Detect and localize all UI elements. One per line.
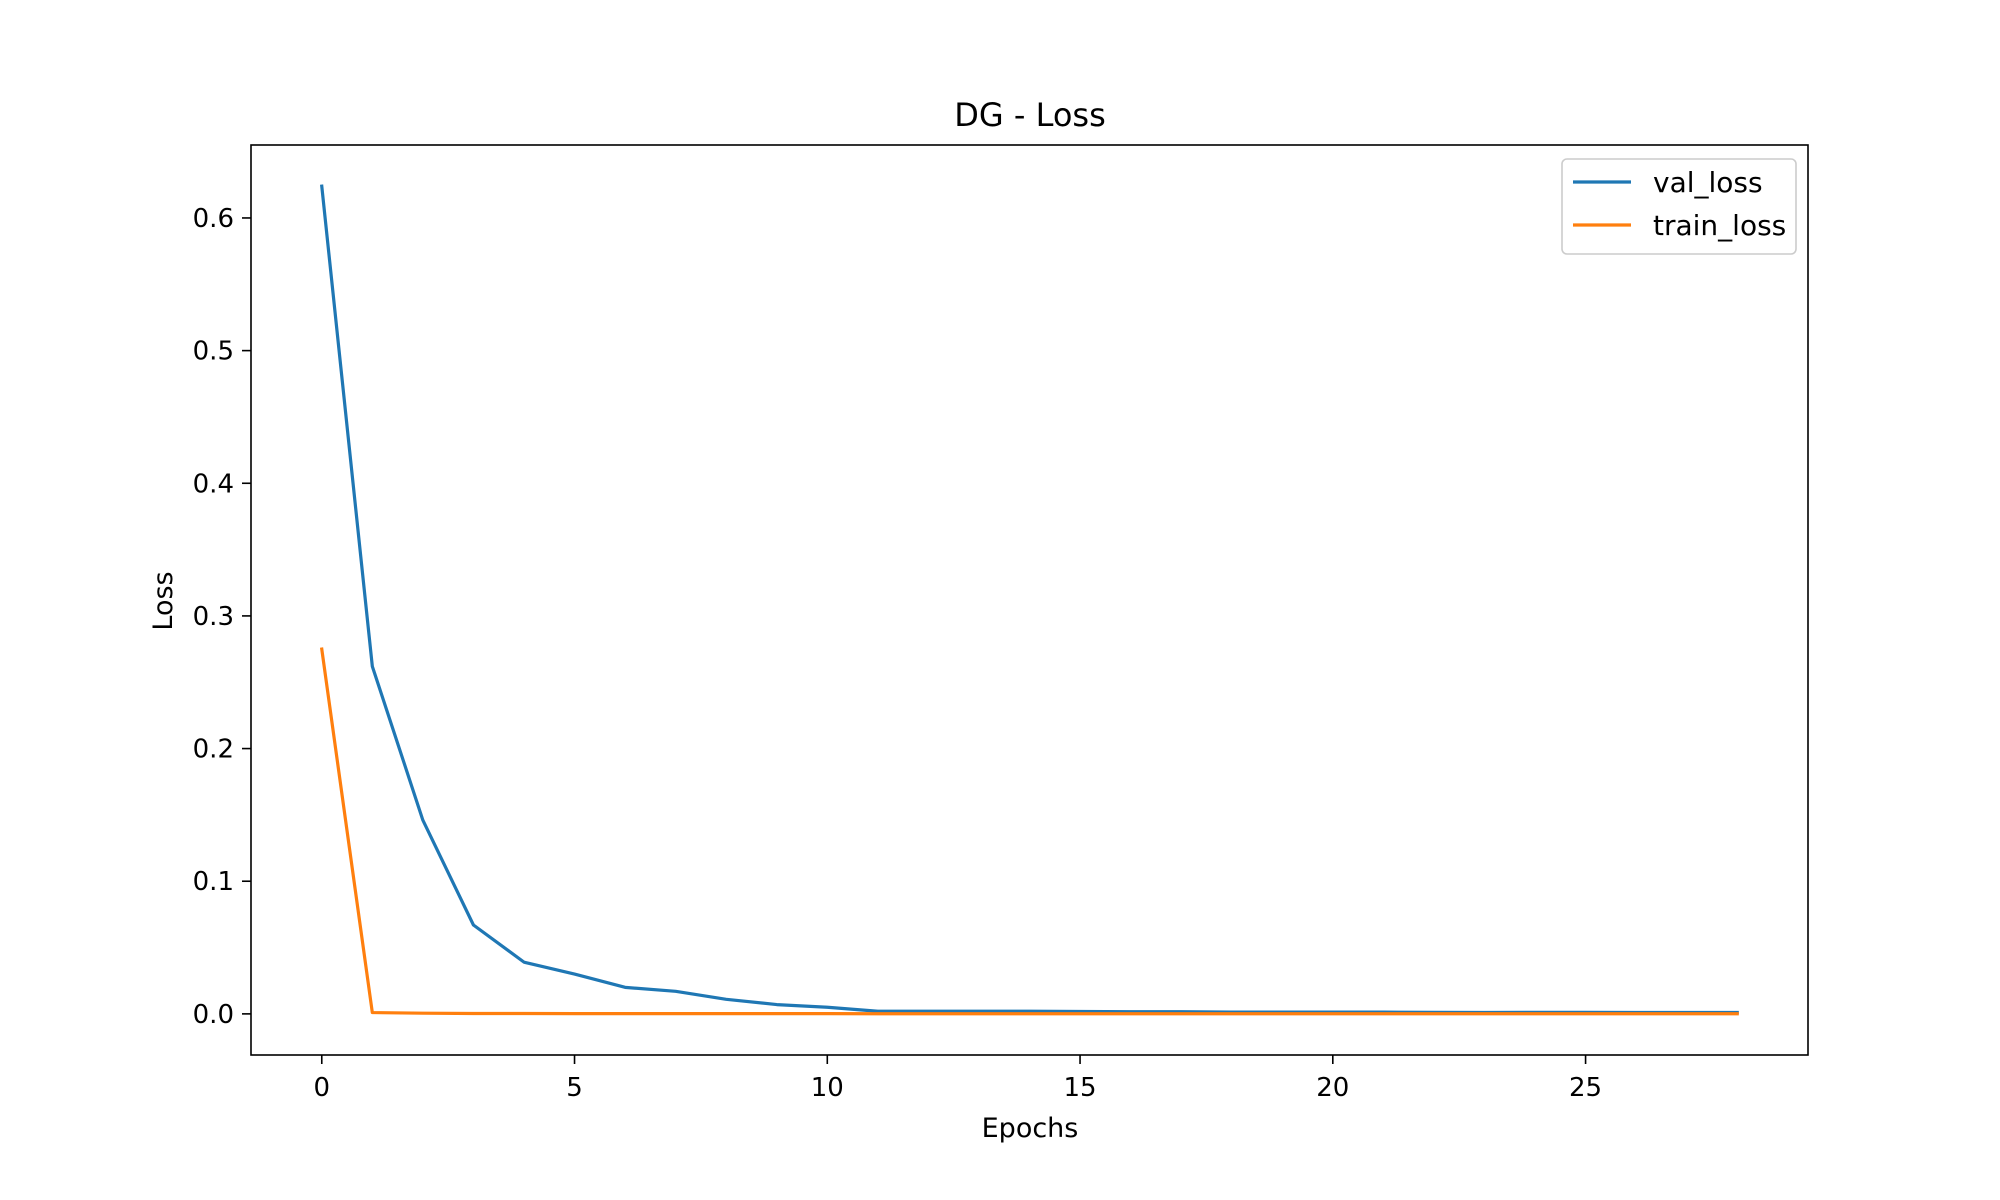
- y-tick-label: 0.4: [193, 469, 234, 499]
- y-tick-label: 0.2: [193, 735, 234, 765]
- x-tick-label: 10: [811, 1073, 844, 1103]
- x-tick-label: 20: [1316, 1073, 1349, 1103]
- x-tick-label: 25: [1569, 1073, 1602, 1103]
- legend-label-val_loss: val_loss: [1653, 166, 1763, 199]
- y-tick-label: 0.3: [193, 602, 234, 632]
- series-line-train_loss: [319, 647, 1739, 1016]
- y-tick-label: 0.6: [193, 204, 234, 234]
- plot-frame: [250, 144, 1809, 1056]
- y-tick-label: 0.1: [193, 867, 234, 897]
- plot-area: 0 5 10 15 20 25 0.0 0.1 0.2 0.3 0.4 0.5 0.6 val_losst…: [193, 144, 1809, 1103]
- y-tick-label: 0.0: [193, 1000, 234, 1030]
- x-tick-label: 5: [566, 1073, 583, 1103]
- x-tick-label: 0: [313, 1073, 330, 1103]
- x-tick-label: 15: [1064, 1073, 1097, 1103]
- y-tick-label: 0.5: [193, 337, 234, 367]
- x-axis-label: Epochs: [982, 1113, 1079, 1144]
- chart-title: DG - Loss: [954, 96, 1106, 134]
- y-axis-label: Loss: [148, 571, 179, 630]
- legend-label-train_loss: train_loss: [1653, 209, 1786, 242]
